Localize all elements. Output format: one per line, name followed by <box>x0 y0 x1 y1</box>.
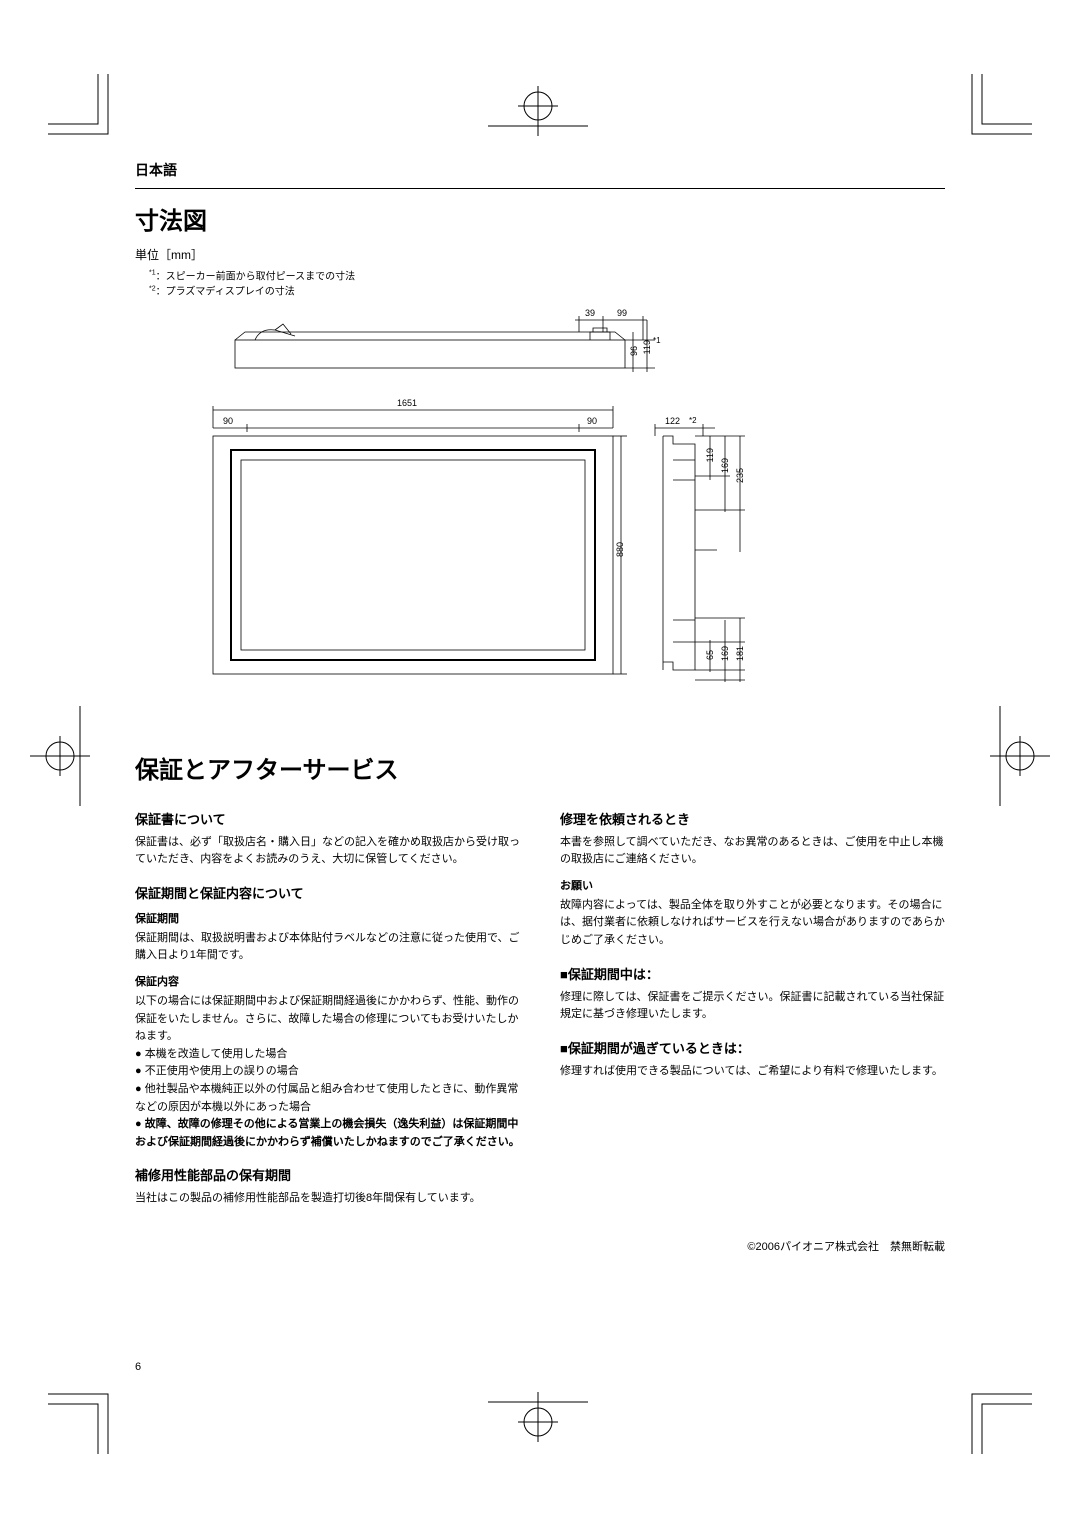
dim-65: 65 <box>705 650 715 660</box>
diagram-svg <box>135 310 945 710</box>
dim-169-bot: 169 <box>720 646 730 661</box>
bullet-3: 他社製品や本機純正以外の付属品と組み合わせて使用したときに、動作異常などの原因が… <box>135 1081 520 1116</box>
dim-39: 39 <box>585 308 595 318</box>
bullet-4: 故障、故障の修理その他による営業上の機会損失（逸失利益）は保証期間中および保証期… <box>135 1116 520 1151</box>
footnote2-text: ：プラズマディスプレイの寸法 <box>156 287 295 298</box>
footnote-2: *2：プラズマディスプレイの寸法 <box>149 284 945 299</box>
center-mark-left <box>20 706 90 806</box>
footnote2-marker: *2 <box>149 287 156 298</box>
after-warranty-text: 修理すれば使用できる製品については、ご希望により有料で修理いたします。 <box>560 1063 945 1081</box>
right-column: 修理を依頼されるとき 本書を参照して調べていただき、なお異常のあるときは、ご使用… <box>560 795 945 1208</box>
copyright-text: ©2006パイオニア株式会社 禁無断転載 <box>135 1238 945 1254</box>
warranty-content-text: 以下の場合には保証期間中および保証期間経過後にかかわらず、性能、動作の保証をいた… <box>135 993 520 1046</box>
spare-parts-text: 当社はこの製品の補修用性能部品を製造打切後8年間保有しています。 <box>135 1190 520 1208</box>
dim-90-left: 90 <box>223 416 233 426</box>
center-mark-right <box>990 706 1060 806</box>
dim-marker1: *1 <box>653 336 661 345</box>
after-warranty-heading: ■保証期間が過ぎているときは： <box>560 1038 945 1057</box>
warranty-content-heading: 保証内容 <box>135 973 520 989</box>
dim-96: 96 <box>629 346 639 356</box>
footnote-1: *1：スピーカー前面から取付ピースまでの寸法 <box>149 269 945 284</box>
please-note-text: 故障内容によっては、製品全体を取り外すことが必要となります。その場合には、据付業… <box>560 897 945 950</box>
crop-mark-tl <box>48 74 120 142</box>
during-warranty-text: 修理に際しては、保証書をご提示ください。保証書に記載されている当社保証規定に基づ… <box>560 989 945 1024</box>
page-content: 日本語 寸法図 単位［mm］ *1：スピーカー前面から取付ピースまでの寸法 *2… <box>135 160 945 1254</box>
footnote1-marker: *1 <box>149 271 156 282</box>
center-mark-bottom <box>488 1392 588 1452</box>
warranty-period-content-heading: 保証期間と保証内容について <box>135 883 520 902</box>
warranty-card-text: 保証書は、必ず「取扱店名・購入日」などの記入を確かめ取扱店から受け取っていただき… <box>135 834 520 869</box>
header-rule <box>135 188 945 189</box>
dim-235: 235 <box>735 468 745 483</box>
dim-181: 181 <box>735 646 745 661</box>
warranty-title: 保証とアフターサービス <box>135 750 945 785</box>
warranty-exclusions-list: 本機を改造して使用した場合 不正使用や使用上の誤りの場合 他社製品や本機純正以外… <box>135 1046 520 1152</box>
dimensions-title: 寸法図 <box>135 201 945 236</box>
please-note-heading: お願い <box>560 877 945 893</box>
warranty-period-heading: 保証期間 <box>135 910 520 926</box>
dim-122: 122 <box>665 416 680 426</box>
left-column: 保証書について 保証書は、必ず「取扱店名・購入日」などの記入を確かめ取扱店から受… <box>135 795 520 1208</box>
dim-marker2: *2 <box>689 416 697 425</box>
dim-1651: 1651 <box>397 398 417 408</box>
crop-mark-br <box>960 1386 1032 1454</box>
dim-880: 880 <box>615 542 625 557</box>
center-mark-top <box>488 76 588 136</box>
dim-119-top: 119 <box>642 340 652 354</box>
crop-mark-tr <box>960 74 1032 142</box>
repair-request-heading: 修理を依頼されるとき <box>560 809 945 828</box>
unit-label: 単位［mm］ <box>135 246 945 263</box>
during-warranty-heading: ■保証期間中は： <box>560 964 945 983</box>
bullet-2: 不正使用や使用上の誤りの場合 <box>135 1063 520 1081</box>
dimension-diagram: 39 99 96 119 *1 1651 90 90 880 122 *2 11… <box>135 310 945 710</box>
warranty-period-text: 保証期間は、取扱説明書および本体貼付ラベルなどの注意に従った使用で、ご購入日より… <box>135 930 520 965</box>
bullet-1: 本機を改造して使用した場合 <box>135 1046 520 1064</box>
footnote1-text: ：スピーカー前面から取付ピースまでの寸法 <box>156 271 356 282</box>
page-number: 6 <box>135 1361 141 1373</box>
dim-169-top: 169 <box>720 458 730 473</box>
warranty-columns: 保証書について 保証書は、必ず「取扱店名・購入日」などの記入を確かめ取扱店から受… <box>135 795 945 1208</box>
repair-request-text: 本書を参照して調べていただき、なお異常のあるときは、ご使用を中止し本機の取扱店に… <box>560 834 945 869</box>
crop-mark-bl <box>48 1386 120 1454</box>
warranty-card-heading: 保証書について <box>135 809 520 828</box>
spare-parts-heading: 補修用性能部品の保有期間 <box>135 1165 520 1184</box>
dim-90-right: 90 <box>587 416 597 426</box>
dim-119-side: 119 <box>705 448 715 462</box>
dim-99: 99 <box>617 308 627 318</box>
language-header: 日本語 <box>135 160 945 180</box>
